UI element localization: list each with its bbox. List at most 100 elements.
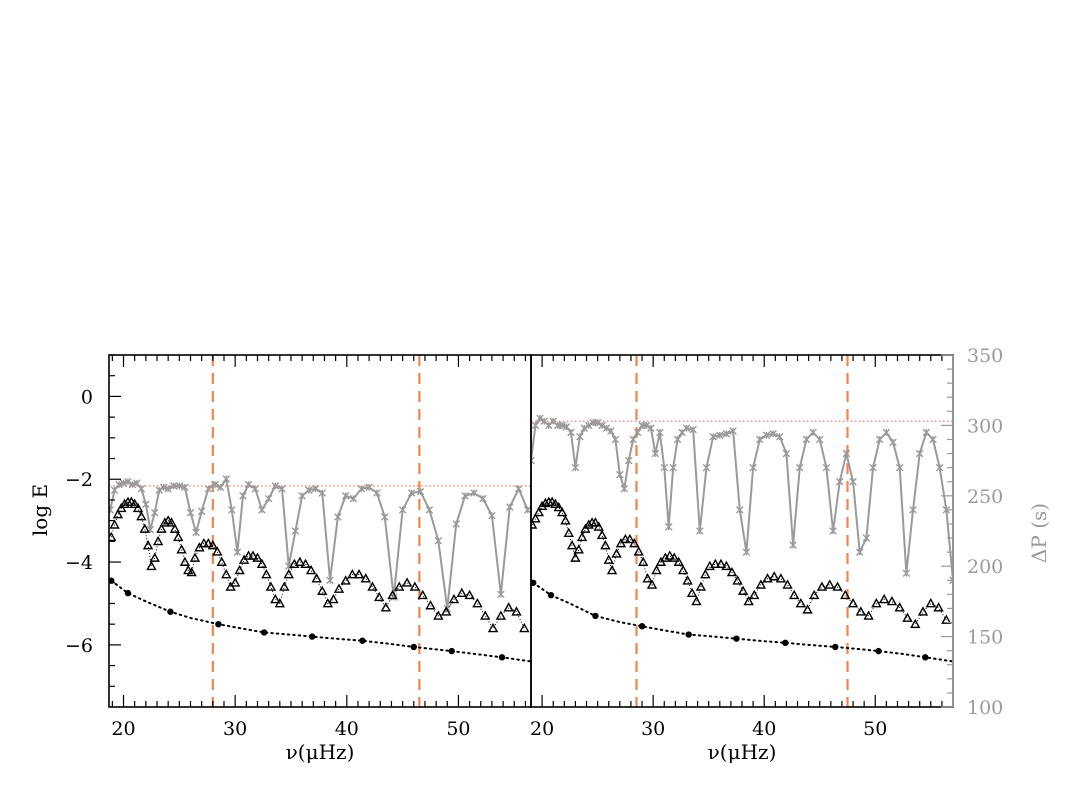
period-spacing-point <box>722 430 731 438</box>
inertia-dot <box>592 612 599 620</box>
plot-area <box>109 355 531 707</box>
energy-triangle <box>216 556 227 566</box>
period-spacing-point <box>186 508 195 517</box>
energy-triangle <box>566 540 578 550</box>
energy-triangle <box>261 569 272 579</box>
period-spacing-point <box>562 423 571 431</box>
energy-triangle <box>682 575 693 585</box>
energy-triangle <box>347 569 358 579</box>
energy-triangle <box>229 577 241 587</box>
period-spacing-point <box>835 477 844 486</box>
energy-triangle <box>556 506 568 517</box>
period-spacing-point <box>258 506 266 514</box>
energy-triangle <box>755 579 767 589</box>
left-y-tick-label: 0 <box>81 386 93 408</box>
period-spacing-point <box>709 432 717 441</box>
period-spacing-point <box>124 477 132 486</box>
energy-triangle <box>189 552 201 562</box>
energy-triangle <box>816 581 828 591</box>
energy-triangle <box>808 589 820 600</box>
x-tick-label: 20 <box>111 718 135 740</box>
period-spacing-point <box>769 430 777 438</box>
energy-triangle <box>563 527 574 537</box>
energy-triangle <box>234 564 245 575</box>
energy-triangle <box>847 598 859 608</box>
energy-triangle <box>769 571 780 581</box>
inertia-dot <box>448 647 455 655</box>
period-spacing-point <box>291 527 300 535</box>
period-spacing-point <box>514 484 523 493</box>
energy-triangle <box>487 622 499 633</box>
energy-triangle <box>673 556 684 566</box>
energy-triangle <box>590 517 601 527</box>
period-spacing-point <box>576 432 584 441</box>
period-spacing-point <box>452 520 460 528</box>
energy-triangle <box>910 618 921 629</box>
energy-triangle <box>646 579 658 589</box>
right-y-axis-title: ΔP (s) <box>1027 503 1051 563</box>
period-spacing-point <box>875 435 884 444</box>
period-spacing-point <box>284 562 293 570</box>
energy-triangle <box>600 540 611 550</box>
energy-triangle <box>136 511 147 521</box>
period-spacing-point <box>580 424 589 433</box>
energy-triangle <box>637 556 649 566</box>
energy-triangle <box>456 587 467 598</box>
period-spacing-point <box>755 435 764 444</box>
inertia-dotted-line <box>110 579 531 663</box>
right-y-tick-label: 350 <box>967 345 1003 367</box>
inertia-dot <box>832 643 839 651</box>
inertia-dot <box>167 608 174 615</box>
energy-triangle <box>721 560 732 571</box>
period-spacing-point <box>869 463 877 472</box>
inertia-dot <box>875 647 882 655</box>
x-tick-label: 50 <box>863 718 887 740</box>
period-spacing-point <box>222 475 231 483</box>
x-tick-label: 40 <box>335 718 359 740</box>
energy-triangle <box>840 589 851 600</box>
period-spacing-point <box>192 528 200 537</box>
period-spacing-point <box>119 479 128 487</box>
energy-triangle <box>573 544 584 554</box>
energy-triangle <box>440 606 452 616</box>
energy-triangle <box>531 513 541 523</box>
energy-triangle <box>855 606 867 616</box>
energy-triangle <box>367 581 378 591</box>
energy-triangle <box>664 550 676 560</box>
period-spacing-point <box>593 418 602 427</box>
energy-triangle <box>159 517 171 527</box>
energy-triangle <box>333 583 345 593</box>
energy-triangle <box>221 569 232 579</box>
energy-triangle <box>274 598 285 608</box>
energy-triangle <box>933 602 944 612</box>
energy-triangle <box>176 544 187 554</box>
energy-triangle <box>149 552 160 562</box>
energy-triangle <box>611 548 622 558</box>
right-panel: 20 30 40 50 350 300 250 200 150 100 <box>530 345 1003 740</box>
energy-triangle <box>139 523 150 533</box>
period-spacing-point <box>616 470 624 479</box>
period-spacing-point <box>624 456 633 465</box>
energy-triangle <box>732 575 743 585</box>
panel-frame <box>108 354 532 708</box>
period-spacing-point <box>318 489 327 497</box>
period-spacing-point <box>882 428 891 437</box>
period-spacing-point <box>305 486 313 494</box>
left-y-tick-label: −2 <box>65 469 93 491</box>
energy-triangle <box>311 573 322 583</box>
period-spacing-point <box>334 513 342 521</box>
energy-triangle <box>380 602 392 612</box>
period-spacing-point <box>341 492 350 500</box>
energy-triangle <box>593 521 604 531</box>
energy-triangle <box>863 610 874 620</box>
period-spacing-point <box>326 576 334 585</box>
energy-triangle <box>917 606 929 616</box>
period-spacing-point <box>664 522 673 531</box>
energy-triangle <box>894 602 905 612</box>
period-spacing-point <box>181 483 189 492</box>
inertia-dot <box>215 620 222 628</box>
period-spacing-point <box>909 506 917 514</box>
energy-triangle <box>802 604 813 614</box>
energy-triangle <box>409 581 421 591</box>
period-spacing-point <box>110 486 119 494</box>
